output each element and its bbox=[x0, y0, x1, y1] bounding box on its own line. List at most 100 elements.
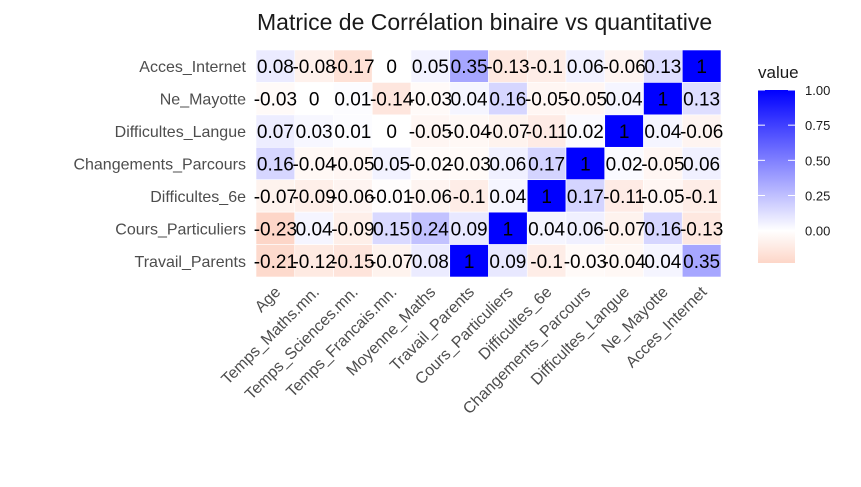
heatmap-cell bbox=[371, 146, 412, 181]
cell-value-label: 0.01 bbox=[334, 122, 371, 143]
heatmap-cell bbox=[255, 146, 296, 181]
cell-value-label: 0.16 bbox=[489, 90, 526, 111]
heatmap-cell bbox=[681, 49, 722, 83]
cell-value-label: -0.05 bbox=[641, 187, 684, 208]
cell-value-label: 1 bbox=[580, 155, 591, 176]
heatmap-cell bbox=[371, 211, 412, 245]
legend-tick-label: 1.00 bbox=[805, 83, 830, 98]
y-tick-label: Ne_Mayotte bbox=[160, 92, 246, 109]
heatmap-cell bbox=[643, 146, 683, 181]
heatmap-cell bbox=[565, 146, 606, 181]
cell-value-label: 0.03 bbox=[296, 122, 333, 143]
cell-value-label: 0.35 bbox=[451, 57, 488, 78]
cell-value-label: -0.1 bbox=[685, 187, 718, 208]
heatmap-cell bbox=[643, 82, 683, 116]
heatmap-cell bbox=[488, 211, 528, 245]
cell-value-label: 0.04 bbox=[489, 187, 526, 208]
cell-value-label: -0.06 bbox=[680, 122, 723, 143]
heatmap-cell bbox=[526, 211, 567, 245]
heatmap-cell bbox=[449, 49, 489, 83]
heatmap-cell bbox=[681, 82, 722, 116]
heatmap-cell bbox=[604, 146, 644, 181]
heatmap-cell bbox=[449, 179, 489, 213]
heatmap-cell bbox=[371, 244, 412, 278]
heatmap-cell bbox=[333, 179, 373, 213]
legend-ticks: 1.00 0.75 0.50 0.25 0.00 bbox=[758, 83, 830, 239]
cell-value-label: -0.1 bbox=[530, 252, 563, 273]
cell-value-label: 1 bbox=[503, 219, 514, 240]
cell-value-label: -0.06 bbox=[409, 187, 452, 208]
cell-value-label: 0.35 bbox=[683, 252, 720, 273]
heatmap-cell bbox=[410, 82, 451, 116]
cell-value-label: -0.01 bbox=[370, 187, 413, 208]
cell-value-label: 0.06 bbox=[489, 155, 526, 176]
cell-value-label: -0.08 bbox=[292, 57, 335, 78]
heatmap-cell bbox=[449, 244, 489, 278]
cell-value-label: -0.15 bbox=[331, 252, 374, 273]
cell-value-label: 1 bbox=[658, 90, 669, 111]
legend-tick-label: 0.00 bbox=[805, 224, 830, 239]
heatmap-cell bbox=[643, 179, 683, 213]
cell-value-label: -0.07 bbox=[254, 187, 297, 208]
cell-value-label: -0.07 bbox=[602, 219, 645, 240]
heatmap-cell bbox=[681, 146, 722, 181]
cell-value-label: 0 bbox=[309, 90, 320, 111]
heatmap-cell bbox=[255, 179, 296, 213]
cell-value-label: -0.09 bbox=[331, 219, 374, 240]
heatmap-cell bbox=[681, 244, 722, 278]
y-tick-label: Cours_Particuliers bbox=[115, 221, 246, 238]
heatmap-cell bbox=[449, 211, 489, 245]
y-tick-label: Difficultes_Langue bbox=[115, 124, 246, 141]
cell-value-label: -0.1 bbox=[530, 57, 563, 78]
heatmap-cell bbox=[488, 114, 528, 148]
cell-value-label: 0.06 bbox=[567, 219, 604, 240]
heatmap-cell bbox=[526, 82, 567, 116]
cell-value-label: 0.05 bbox=[412, 57, 449, 78]
legend-title: value bbox=[758, 63, 799, 82]
cell-value-label: 0.15 bbox=[373, 219, 410, 240]
cell-value-label: 0.06 bbox=[683, 155, 720, 176]
cell-value-label: -0.05 bbox=[331, 155, 374, 176]
cell-value-label: 1 bbox=[696, 57, 707, 78]
cell-value-label: 0.08 bbox=[412, 252, 449, 273]
heatmap-cell bbox=[294, 49, 334, 83]
heatmap-cell bbox=[449, 146, 489, 181]
cell-value-label: -0.13 bbox=[486, 57, 529, 78]
cell-value-label: -0.03 bbox=[254, 90, 297, 111]
cell-value-label: -0.11 bbox=[526, 122, 568, 143]
heatmap-cell bbox=[410, 244, 451, 278]
legend-tick-label: 0.75 bbox=[805, 118, 830, 133]
cell-value-label: -0.12 bbox=[292, 252, 335, 273]
heatmap-cell bbox=[681, 114, 722, 148]
y-tick-label: Travail_Parents bbox=[135, 254, 246, 271]
y-tick-label: Changements_Parcours bbox=[73, 157, 246, 174]
cell-value-label: -0.11 bbox=[603, 187, 645, 208]
cell-value-label: 0.09 bbox=[451, 219, 488, 240]
heatmap-cell bbox=[255, 49, 296, 83]
cell-value-label: -0.23 bbox=[254, 219, 297, 240]
heatmap-cell bbox=[565, 82, 606, 116]
heatmap-cell bbox=[488, 146, 528, 181]
cell-value-label: 0.04 bbox=[644, 122, 681, 143]
cell-value-label: -0.17 bbox=[331, 57, 374, 78]
heatmap-cell bbox=[333, 49, 373, 83]
cell-value-label: -0.05 bbox=[525, 90, 568, 111]
heatmap-cells bbox=[255, 49, 722, 278]
cell-value-label: 0.08 bbox=[257, 57, 294, 78]
cell-value-label: 1 bbox=[464, 252, 475, 273]
cell-value-label: -0.05 bbox=[564, 90, 607, 111]
heatmap-cell bbox=[488, 179, 528, 213]
heatmap-cell bbox=[488, 244, 528, 278]
cell-value-label: 0.04 bbox=[296, 219, 333, 240]
heatmap-cell bbox=[565, 244, 606, 278]
cell-value-label: 0.02 bbox=[567, 122, 604, 143]
heatmap-cell bbox=[526, 49, 567, 83]
heatmap-cell bbox=[255, 244, 296, 278]
cell-value-label: 0.16 bbox=[644, 219, 681, 240]
cell-value-label: 0.04 bbox=[606, 90, 643, 111]
y-axis-labels: Acces_Internet Ne_Mayotte Difficultes_Lang… bbox=[73, 59, 246, 271]
cell-value-label: 0.17 bbox=[528, 155, 565, 176]
heatmap-cell bbox=[604, 49, 644, 83]
cell-value-label: -0.04 bbox=[602, 252, 646, 273]
